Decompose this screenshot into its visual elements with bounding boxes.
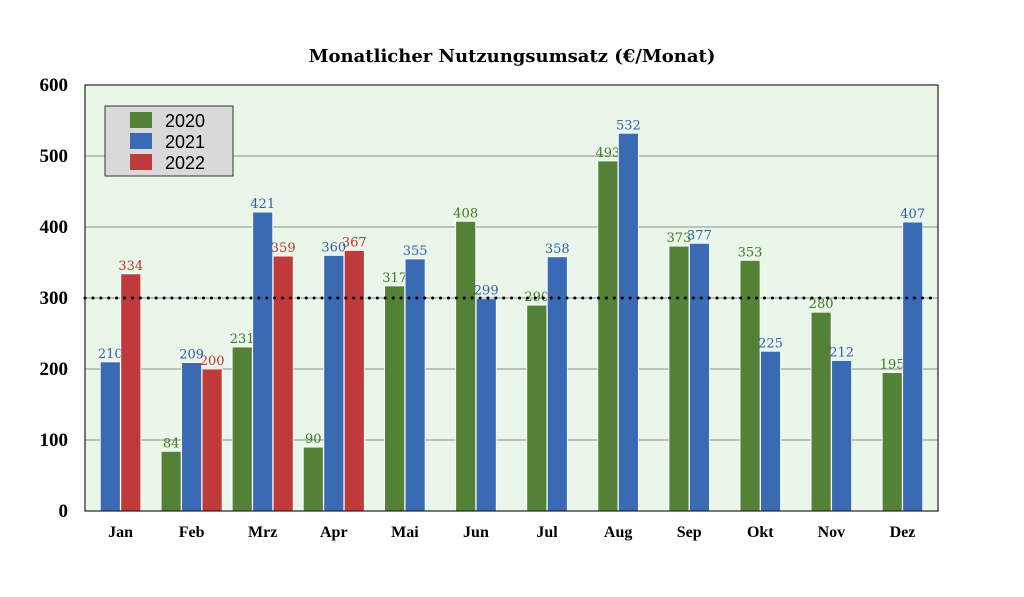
bar-2022-Mrz (272, 255, 294, 512)
bar-2020-Jun (455, 220, 477, 512)
value-label: 90 (305, 432, 322, 447)
bar-2020-Feb (160, 450, 182, 512)
bar-2021-Feb (181, 362, 203, 512)
value-label: 358 (545, 242, 570, 257)
x-tick-label: Okt (747, 524, 774, 541)
value-label: 212 (829, 345, 854, 360)
x-tick-label: Aug (604, 524, 632, 541)
value-label: 299 (474, 284, 499, 299)
bar-2021-Apr (323, 254, 345, 512)
value-label: 353 (738, 245, 763, 260)
y-tick-label: 600 (40, 75, 69, 96)
y-tick-label: 100 (40, 430, 69, 451)
bar-2021-Mrz (252, 211, 274, 512)
legend-swatch-2022 (130, 154, 152, 170)
value-label: 407 (900, 207, 925, 222)
bar-2020-Jul (526, 304, 548, 512)
plot-frame (84, 84, 939, 512)
value-label: 532 (616, 118, 641, 133)
bar-2021-Dez (902, 221, 924, 512)
x-tick-label: Jun (463, 524, 489, 541)
bar-2021-Jul (546, 256, 568, 512)
bar-2020-Sep (668, 245, 690, 512)
bar-2021-Jun (475, 298, 497, 512)
legend-label-2020: 2020 (165, 111, 205, 131)
value-label: 408 (453, 206, 478, 221)
value-label: 493 (595, 146, 620, 161)
value-label: 280 (809, 297, 834, 312)
bar-2020-Mrz (231, 346, 253, 512)
x-tick-label: Jan (108, 524, 133, 541)
legend-swatch-2020 (130, 112, 152, 128)
bar-2020-Dez (881, 372, 903, 512)
legend-label-2021: 2021 (165, 132, 205, 152)
value-label: 209 (179, 348, 204, 363)
bar-2020-Nov (810, 311, 832, 512)
y-tick-label: 0 (59, 501, 69, 522)
x-tick-label: Nov (818, 524, 846, 541)
value-label: 84 (163, 436, 180, 451)
value-label: 359 (271, 241, 296, 256)
legend-label-2022: 2022 (165, 153, 205, 173)
y-tick-label: 500 (40, 146, 69, 167)
y-tick-label: 400 (40, 217, 69, 238)
value-label: 210 (98, 347, 123, 362)
legend-box (104, 105, 234, 177)
bar-2020-Aug (597, 160, 619, 512)
bar-2022-Feb (201, 368, 223, 512)
value-label: 355 (403, 244, 428, 259)
chart-title: Monatlicher Nutzungsumsatz (€/Monat) (309, 46, 716, 67)
bar-2021-Nov (831, 360, 853, 512)
value-label: 200 (200, 354, 225, 369)
value-label: 367 (342, 235, 367, 250)
bar-2020-Mai (384, 285, 406, 512)
x-tick-label: Feb (179, 524, 205, 541)
value-label: 373 (667, 231, 692, 246)
bar-2021-Jan (99, 361, 121, 512)
bar-2020-Apr (302, 446, 324, 512)
bar-2021-Sep (689, 242, 710, 512)
value-label: 360 (321, 240, 346, 255)
x-tick-label: Apr (320, 524, 348, 541)
y-tick-label: 300 (40, 288, 69, 309)
bar-2022-Apr (343, 250, 365, 512)
y-tick-label: 200 (40, 359, 69, 380)
value-label: 195 (880, 358, 905, 373)
x-tick-label: Sep (677, 524, 702, 541)
x-tick-label: Mai (391, 524, 419, 541)
value-label: 225 (758, 336, 783, 351)
value-label: 334 (118, 259, 143, 274)
legend-swatch-2021 (130, 133, 152, 149)
bar-2022-Jan (120, 273, 142, 512)
bar-2021-Okt (760, 350, 781, 512)
x-tick-label: Jul (536, 524, 558, 541)
bar-2021-Aug (617, 132, 639, 512)
value-label: 377 (687, 228, 712, 243)
x-tick-label: Mrz (248, 524, 277, 541)
value-label: 317 (382, 271, 407, 286)
value-label: 421 (250, 197, 275, 212)
value-label: 231 (230, 332, 255, 347)
x-tick-label: Dez (890, 524, 916, 541)
